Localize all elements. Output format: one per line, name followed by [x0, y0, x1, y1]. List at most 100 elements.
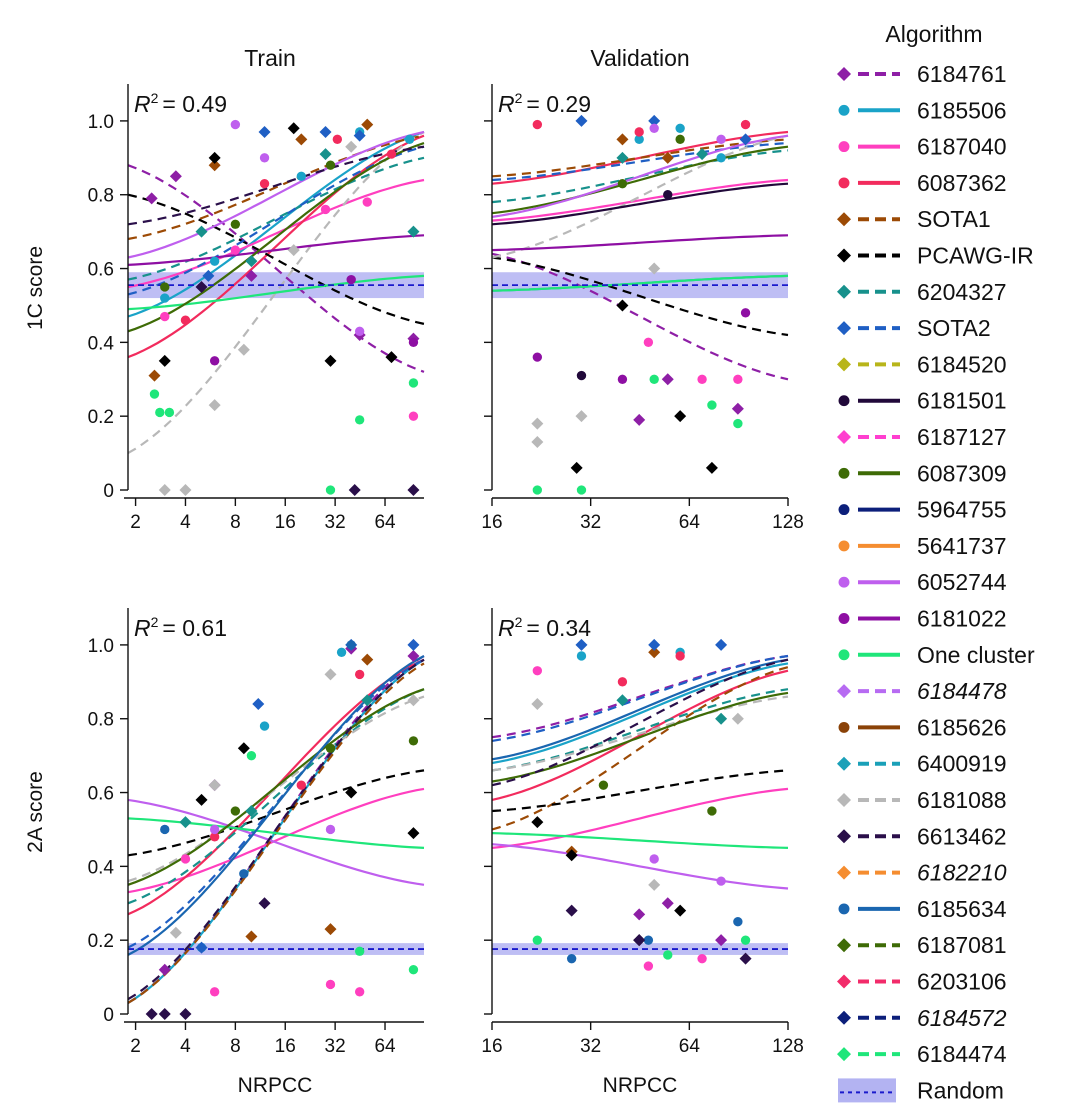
x-tick-label: 16: [481, 1036, 502, 1057]
data-point-6087309: [230, 806, 241, 816]
data-point-SOTA1: [361, 653, 374, 666]
legend-swatch-marker: [837, 756, 851, 771]
fit-line-6187040: [127, 178, 425, 289]
fit-line-SOTA1: [491, 666, 789, 831]
legend-swatch-marker: [837, 1047, 851, 1062]
data-point-6613462: [348, 484, 361, 496]
y-tick-label: 1.0: [88, 636, 114, 657]
data-point-6087362: [296, 780, 306, 790]
data-point-SOTA2: [202, 269, 215, 282]
legend-swatch-marker: [837, 430, 851, 444]
data-point-6185506: [209, 256, 220, 266]
legend-label: 6187040: [917, 134, 1007, 160]
data-point-6187040: [362, 197, 372, 207]
data-point-One cluster: [164, 407, 175, 418]
legend-item-SOTA1: SOTA1: [837, 206, 991, 232]
legend-item-6184761: 6184761: [837, 61, 1007, 87]
data-point-6181088: [531, 697, 544, 710]
legend-label: 6400919: [917, 751, 1007, 777]
legend: 6184761 6185506 6187040 6087362 SOTA1 PCAWG-I…: [837, 61, 1035, 1103]
legend-item-6087309: 6087309: [838, 460, 1007, 486]
data-point-6181088: [324, 668, 337, 681]
x-axis-label-validation: NRPCC: [603, 1074, 678, 1097]
data-point-6185506: [336, 647, 347, 657]
data-point-6184761: [633, 413, 646, 426]
random-band: [128, 943, 424, 955]
data-point-6087362: [332, 134, 343, 145]
data-point-PCAWG-IR: [324, 354, 337, 367]
data-point-6204327: [195, 225, 208, 238]
legend-item-5641737: 5641737: [838, 533, 1007, 559]
legend-item-6182210: 6182210: [837, 860, 1007, 886]
legend-swatch-marker: [837, 684, 851, 699]
legend-item-One cluster: One cluster: [838, 642, 1035, 668]
fit-line-6204327: [127, 156, 425, 281]
data-point-One cluster: [325, 485, 336, 495]
data-point-6181022: [408, 337, 419, 348]
legend-swatch-marker: [838, 104, 850, 116]
y-tick-label: 0.8: [88, 186, 114, 207]
data-point-6087309: [325, 160, 336, 170]
data-point-One cluster: [408, 378, 419, 388]
legend-label: 6184520: [917, 351, 1007, 377]
data-point-One cluster: [707, 400, 717, 410]
y-axis-label-1c: 1C score: [24, 246, 47, 330]
data-point-6187040: [354, 987, 365, 997]
fit-line-6181088: [127, 695, 425, 883]
data-point-6184761: [158, 963, 171, 976]
legend-label: 6184761: [917, 61, 1007, 87]
data-point-PCAWG-IR: [287, 122, 300, 135]
data-point-6087362: [180, 315, 191, 325]
legend-label: 6613462: [917, 823, 1007, 849]
data-point-6087309: [707, 806, 717, 816]
data-point-PCAWG-IR: [531, 816, 544, 829]
fit-line-6181088: [491, 695, 789, 772]
x-tick-label: 16: [275, 512, 296, 533]
data-point-6087309: [598, 780, 609, 790]
fit-line-6052744: [491, 843, 789, 890]
legend-item-6052744: 6052744: [838, 569, 1007, 595]
data-point-6087309: [675, 134, 685, 145]
fit-line-SOTA2: [491, 654, 789, 742]
data-point-PCAWG-IR: [565, 849, 578, 862]
data-point-6184761: [661, 897, 674, 910]
x-tick-label: 8: [230, 1036, 241, 1057]
data-point-6184761: [407, 649, 420, 662]
data-point-6052744: [716, 876, 726, 886]
data-point-One cluster: [155, 407, 165, 418]
fit-line-6052744: [127, 130, 425, 259]
legend-label: 5964755: [917, 497, 1007, 523]
data-point-6187040: [733, 374, 743, 384]
legend-title: Algorithm: [885, 21, 982, 47]
data-point-6181088: [208, 779, 221, 792]
legend-swatch-marker: [837, 1010, 851, 1025]
data-point-SOTA2: [258, 125, 271, 138]
data-point-One cluster: [408, 965, 419, 975]
data-point-6204327: [616, 694, 629, 707]
x-tick-label: 16: [275, 1036, 296, 1057]
data-point-6613462: [258, 897, 271, 910]
legend-item-6400919: 6400919: [837, 751, 1007, 777]
data-point-6087362: [386, 149, 397, 159]
data-point-PCAWG-IR: [616, 299, 629, 312]
y-tick-label: 0.2: [88, 931, 114, 952]
data-point-SOTA2: [715, 638, 728, 651]
fit-line-One cluster: [127, 274, 425, 311]
data-point-6052744: [230, 119, 241, 130]
legend-swatch-marker: [838, 540, 850, 552]
legend-item-6184520: 6184520: [837, 351, 1007, 377]
data-point-6181022: [209, 356, 220, 366]
data-point-6087362: [617, 677, 628, 687]
data-point-SOTA2: [648, 638, 661, 651]
data-point-One cluster: [733, 418, 743, 429]
legend-item-6087362: 6087362: [838, 170, 1007, 196]
data-point-6181088: [648, 262, 661, 275]
data-point-6181088: [531, 436, 544, 449]
data-point-6185506: [716, 153, 726, 163]
data-point-6181022: [532, 352, 543, 362]
legend-swatch-marker: [838, 721, 850, 733]
legend-label: 6181501: [917, 388, 1007, 414]
data-point-6185506: [576, 651, 587, 661]
data-point-6181501: [576, 370, 587, 381]
data-point-PCAWG-IR: [570, 461, 583, 474]
